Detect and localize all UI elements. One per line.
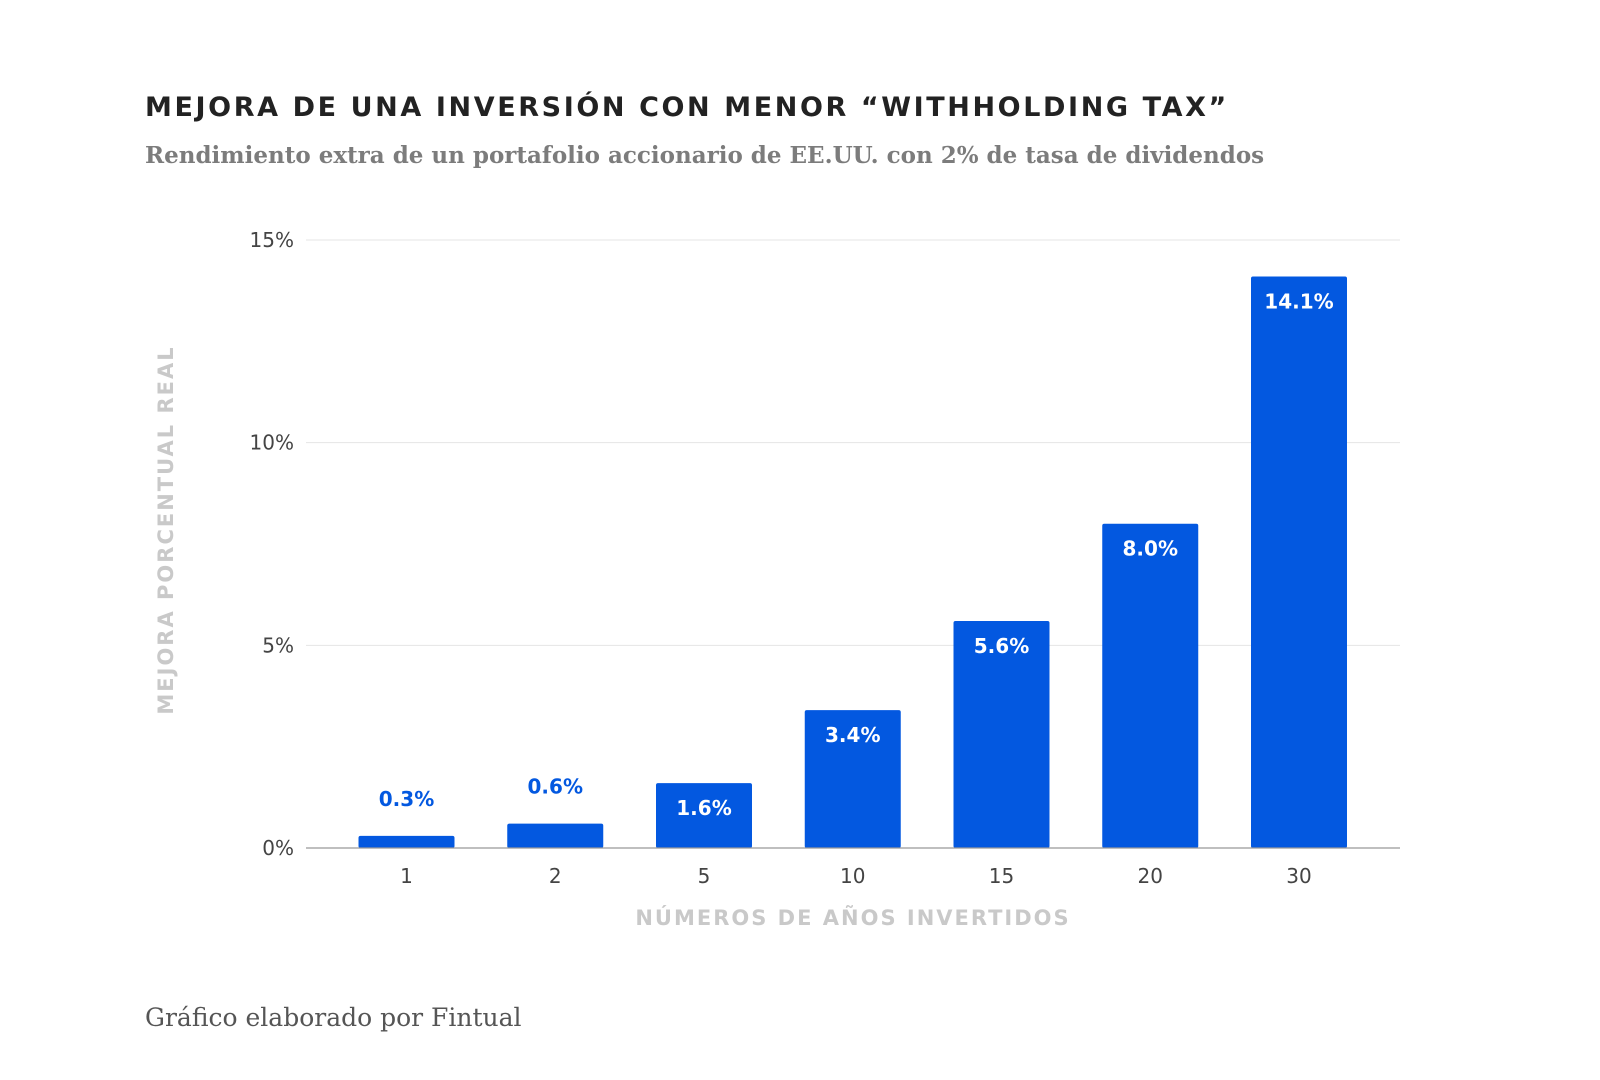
- bar-10: [804, 710, 901, 848]
- data-label-5: 1.6%: [676, 796, 731, 820]
- y-tick-label: 0%: [262, 836, 294, 860]
- y-tick-label: 15%: [250, 228, 294, 252]
- x-tick-label: 10: [840, 864, 865, 888]
- bars: [358, 276, 1347, 849]
- x-tick-label: 15: [989, 864, 1014, 888]
- data-label-15: 5.6%: [974, 634, 1029, 658]
- data-labels: 0.3% 0.6% 1.6% 3.4% 5.6% 8.0% 14.1%: [379, 289, 1334, 820]
- y-tick-label: 5%: [262, 633, 294, 657]
- bar-30: [1251, 276, 1347, 849]
- bar-5: [656, 783, 752, 848]
- bar-20: [1102, 523, 1199, 848]
- y-axis-title: MEJORA PORCENTUAL REAL: [154, 345, 178, 714]
- chart-subtitle: Rendimiento extra de un portafolio accio…: [145, 142, 1265, 169]
- x-tick-label: 20: [1138, 864, 1163, 888]
- x-axis-title: NÚMEROS DE AÑOS INVERTIDOS: [635, 905, 1070, 930]
- data-label-2: 0.6%: [528, 775, 583, 799]
- chart-title: MEJORA DE UNA INVERSIÓN CON MENOR “WITHH…: [145, 92, 1229, 123]
- data-label-10: 3.4%: [825, 723, 880, 747]
- gridlines: [306, 239, 1400, 646]
- x-tick-label: 2: [549, 864, 562, 888]
- data-label-30: 14.1%: [1264, 289, 1333, 313]
- data-label-20: 8.0%: [1123, 537, 1178, 561]
- x-tick-label: 1: [400, 864, 413, 888]
- chart-credit: Gráfico elaborado por Fintual: [145, 1003, 522, 1032]
- y-tick-label: 10%: [250, 431, 294, 455]
- bar-1: [358, 835, 455, 848]
- x-tick-label: 5: [698, 864, 711, 888]
- bar-2: [507, 823, 604, 848]
- x-tick-label: 30: [1286, 864, 1311, 888]
- y-axis-ticks: 0% 5% 10% 15%: [250, 228, 294, 860]
- data-label-1: 0.3%: [379, 787, 434, 811]
- bar-15: [953, 621, 1050, 848]
- x-axis-ticks: 1 2 5 10 15 20 30: [400, 864, 1312, 888]
